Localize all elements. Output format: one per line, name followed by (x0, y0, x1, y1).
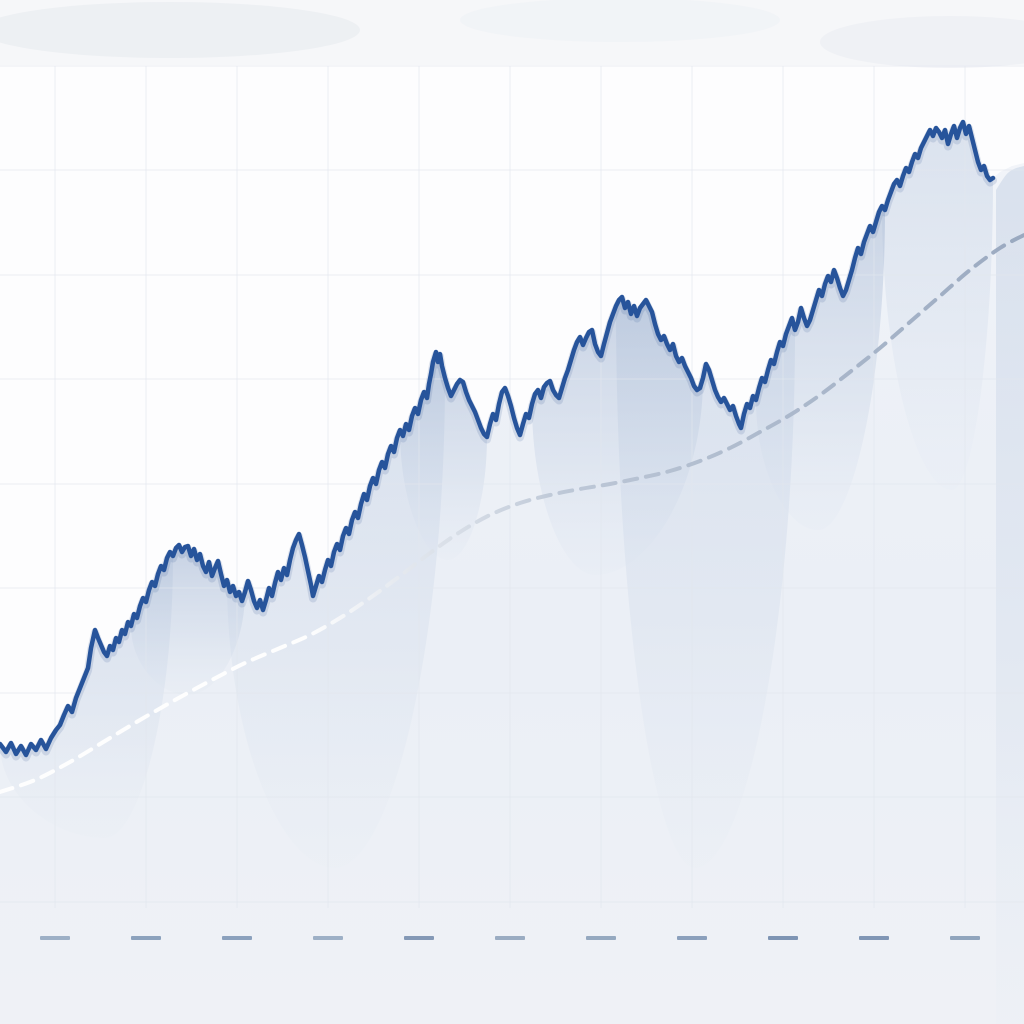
gridlines (0, 65, 1024, 908)
axis-tick-dashes (40, 936, 980, 940)
area-fill-right-edge (996, 166, 1024, 1024)
top-band-texture (0, 0, 1024, 68)
moving-average-line (0, 233, 1024, 794)
area-fill-shallow-curtains (131, 206, 885, 695)
price-line (0, 119, 997, 762)
area-fill-haze (0, 122, 1024, 1024)
